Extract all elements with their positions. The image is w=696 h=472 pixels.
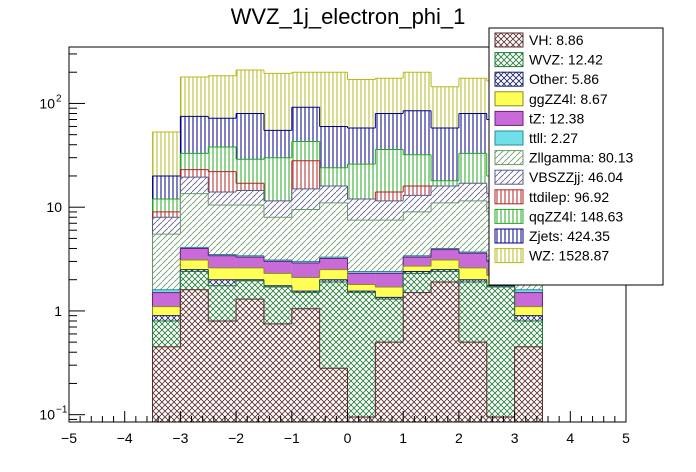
x-tick-label: 4 bbox=[566, 430, 574, 446]
chart-title: WVZ_1j_electron_phi_1 bbox=[231, 4, 466, 29]
legend-label-zllgamma: Zllgamma: 80.13 bbox=[529, 150, 633, 166]
bar-wvz-bin-7 bbox=[347, 292, 376, 422]
x-tick-label: 5 bbox=[622, 430, 630, 446]
x-tick-label: −3 bbox=[172, 430, 188, 446]
legend-swatch-qqzz4l bbox=[494, 208, 524, 224]
legend-label-ggzz4l: ggZZ4l: 8.67 bbox=[529, 91, 608, 107]
bar-vh-bin-10 bbox=[431, 282, 459, 422]
legend-swatch-ggzz4l bbox=[494, 91, 524, 107]
y-tick-exponent: 2 bbox=[56, 93, 62, 104]
bar-vh-bin-6 bbox=[319, 368, 348, 422]
legend-swatch-ttdilep bbox=[494, 189, 524, 205]
bar-vh-bin-9 bbox=[403, 292, 432, 422]
bar-vh-bin-8 bbox=[375, 342, 404, 422]
x-tick-label: 2 bbox=[455, 430, 463, 446]
legend-swatch-zllgamma bbox=[494, 150, 524, 166]
legend: VH: 8.86 WVZ: 12.42 Other: 5.86 ggZZ4l: 8.6… bbox=[488, 27, 664, 286]
legend-swatch-vbszzjj bbox=[494, 169, 524, 185]
bar-vh-bin-13 bbox=[514, 346, 543, 422]
y-tick-label: 10 bbox=[39, 95, 55, 111]
legend-label-wz: WZ: 1528.87 bbox=[529, 248, 609, 264]
legend-label-other: Other: 5.86 bbox=[529, 71, 599, 87]
legend-swatch-other bbox=[494, 71, 524, 87]
bar-vh-bin-4 bbox=[263, 323, 292, 422]
y-tick-label: 1 bbox=[54, 303, 62, 319]
bar-vh-bin-7 bbox=[347, 416, 376, 422]
x-tick-label: 3 bbox=[511, 430, 519, 446]
legend-swatch-wvz bbox=[494, 52, 524, 68]
bar-vh-bin-2 bbox=[208, 320, 237, 422]
legend-label-ttll: ttll: 2.27 bbox=[529, 130, 578, 146]
bar-vh-bin-11 bbox=[458, 342, 487, 422]
legend-label-vh: VH: 8.86 bbox=[529, 32, 584, 48]
y-tick-label: 10 bbox=[46, 199, 62, 215]
bar-wvz-bin-12 bbox=[486, 287, 515, 422]
legend-label-tz: tZ: 12.38 bbox=[529, 110, 584, 126]
legend-swatch-zjets bbox=[494, 228, 524, 244]
legend-label-zjets: Zjets: 424.35 bbox=[529, 228, 610, 244]
legend-label-wvz: WVZ: 12.42 bbox=[529, 52, 603, 68]
x-tick-label: −4 bbox=[117, 430, 133, 446]
y-tick-exponent: −1 bbox=[56, 405, 68, 416]
bar-vh-bin-5 bbox=[291, 308, 320, 422]
bar-vh-bin-0 bbox=[152, 346, 181, 422]
bars-layer bbox=[152, 69, 543, 423]
legend-label-qqzz4l: qqZZ4l: 148.63 bbox=[529, 208, 623, 224]
legend-swatch-tz bbox=[494, 110, 524, 126]
legend-label-vbszzjj: VBSZZjj: 46.04 bbox=[529, 169, 623, 185]
y-tick-label: 10 bbox=[39, 407, 55, 423]
bar-vh-bin-3 bbox=[236, 299, 264, 422]
legend-label-ttdilep: ttdilep: 96.92 bbox=[529, 189, 609, 205]
x-tick-label: −2 bbox=[228, 430, 244, 446]
legend-swatch-vh bbox=[494, 32, 524, 48]
x-tick-label: 1 bbox=[399, 430, 407, 446]
series-vh-bars bbox=[152, 281, 543, 422]
legend-swatch-wz bbox=[494, 248, 524, 264]
bar-vh-bin-12 bbox=[486, 416, 515, 422]
x-tick-label: −5 bbox=[61, 430, 77, 446]
legend-swatch-ttll bbox=[494, 130, 524, 146]
bar-vh-bin-1 bbox=[180, 289, 209, 422]
x-tick-label: 0 bbox=[344, 430, 352, 446]
x-tick-label: −1 bbox=[284, 430, 300, 446]
